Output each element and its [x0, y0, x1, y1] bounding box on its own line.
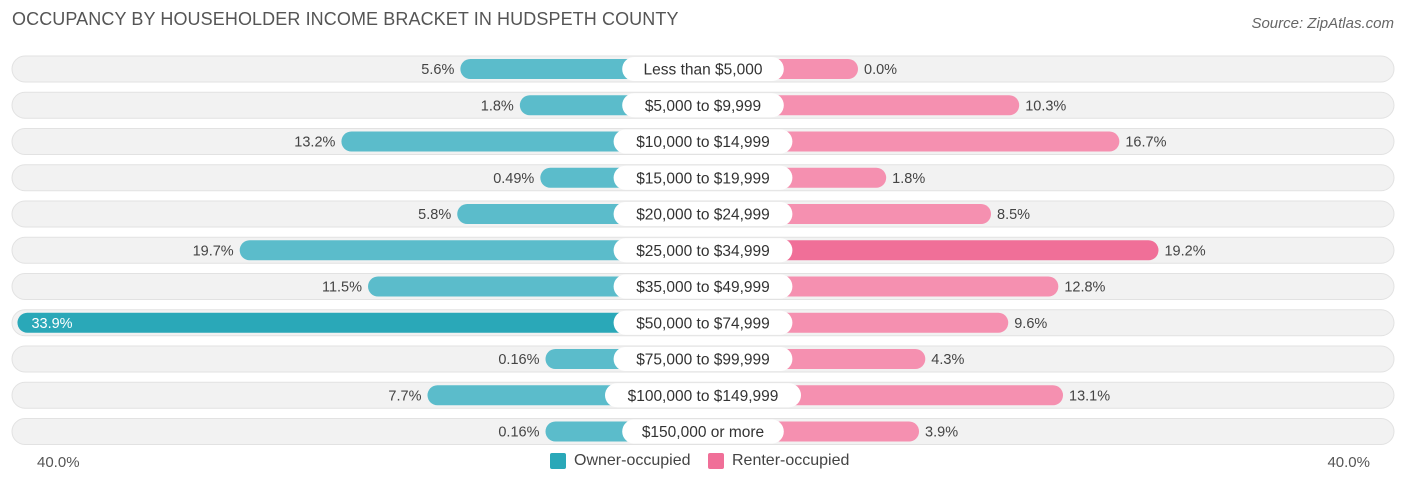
category-label-bg	[613, 165, 793, 190]
category-label: $20,000 to $24,999	[636, 207, 770, 224]
owner-value-label: 5.8%	[418, 207, 451, 223]
category-label: $15,000 to $19,999	[636, 170, 770, 187]
owner-value-label: 19.7%	[193, 243, 234, 259]
category-label: $75,000 to $99,999	[636, 352, 770, 369]
owner-bar	[239, 240, 703, 261]
owner-value-label: 1.8%	[481, 98, 514, 114]
category-label: $25,000 to $34,999	[636, 243, 770, 260]
legend-item-owner: Owner-occupied	[550, 452, 691, 470]
category-label-bg	[613, 129, 793, 154]
renter-value-label: 16.7%	[1125, 135, 1166, 151]
renter-value-label: 1.8%	[892, 171, 925, 187]
chart-source: Source: ZipAtlas.com	[1251, 15, 1394, 32]
owner-value-label: 0.16%	[498, 425, 539, 441]
axis-left-label: 40.0%	[37, 454, 80, 471]
diverging-bar-chart: Less than $5,000 5.6% 0.0% $5,000 to $9,999…	[11, 55, 1395, 445]
owner-bar	[17, 312, 703, 333]
category-label-bg	[622, 57, 784, 81]
owner-value-label: 13.2%	[294, 135, 335, 151]
owner-value-label: 0.16%	[498, 352, 539, 368]
category-label: $5,000 to $9,999	[645, 98, 761, 115]
category-label: Less than $5,000	[644, 62, 763, 79]
owner-value-label: 7.7%	[388, 388, 421, 404]
category-label: $100,000 to $149,999	[628, 388, 779, 405]
category-label: $10,000 to $14,999	[636, 134, 770, 151]
legend-label-owner: Owner-occupied	[574, 452, 691, 469]
owner-value-label: 33.9%	[31, 316, 72, 332]
renter-value-label: 10.3%	[1025, 98, 1066, 114]
owner-value-label: 5.6%	[421, 62, 454, 78]
renter-value-label: 13.1%	[1069, 388, 1110, 404]
legend-label-renter: Renter-occupied	[732, 452, 850, 469]
renter-value-label: 12.8%	[1064, 280, 1105, 296]
legend-item-renter: Renter-occupied	[708, 452, 849, 470]
axis-right-label: 40.0%	[1327, 454, 1370, 471]
renter-value-label: 9.6%	[1014, 316, 1047, 332]
category-label-bg	[613, 310, 793, 335]
category-label-bg	[605, 383, 801, 408]
chart-title: OCCUPANCY BY HOUSEHOLDER INCOME BRACKET …	[12, 9, 679, 29]
owner-value-label: 0.49%	[493, 171, 534, 187]
renter-value-label: 0.0%	[864, 62, 897, 78]
renter-bar	[703, 240, 1159, 261]
legend-swatch-renter	[708, 453, 724, 469]
category-label-bg	[622, 93, 784, 118]
owner-value-label: 11.5%	[322, 280, 362, 296]
category-label-bg	[613, 274, 793, 299]
category-label-bg	[613, 347, 793, 371]
category-label: $35,000 to $49,999	[636, 279, 770, 296]
category-label-bg	[622, 419, 784, 444]
renter-value-label: 19.2%	[1164, 243, 1205, 259]
category-label: $50,000 to $74,999	[636, 315, 770, 332]
category-label-bg	[613, 238, 793, 263]
legend-swatch-owner	[550, 453, 566, 469]
renter-value-label: 3.9%	[925, 425, 958, 441]
owner-bar	[341, 131, 703, 152]
category-label-bg	[613, 202, 793, 226]
chart-legend: Owner-occupied Renter-occupied	[0, 452, 1406, 474]
renter-value-label: 8.5%	[997, 207, 1030, 223]
renter-bar	[703, 276, 1059, 297]
renter-value-label: 4.3%	[931, 352, 964, 368]
renter-bar	[703, 131, 1120, 152]
category-label: $150,000 or more	[642, 424, 764, 441]
